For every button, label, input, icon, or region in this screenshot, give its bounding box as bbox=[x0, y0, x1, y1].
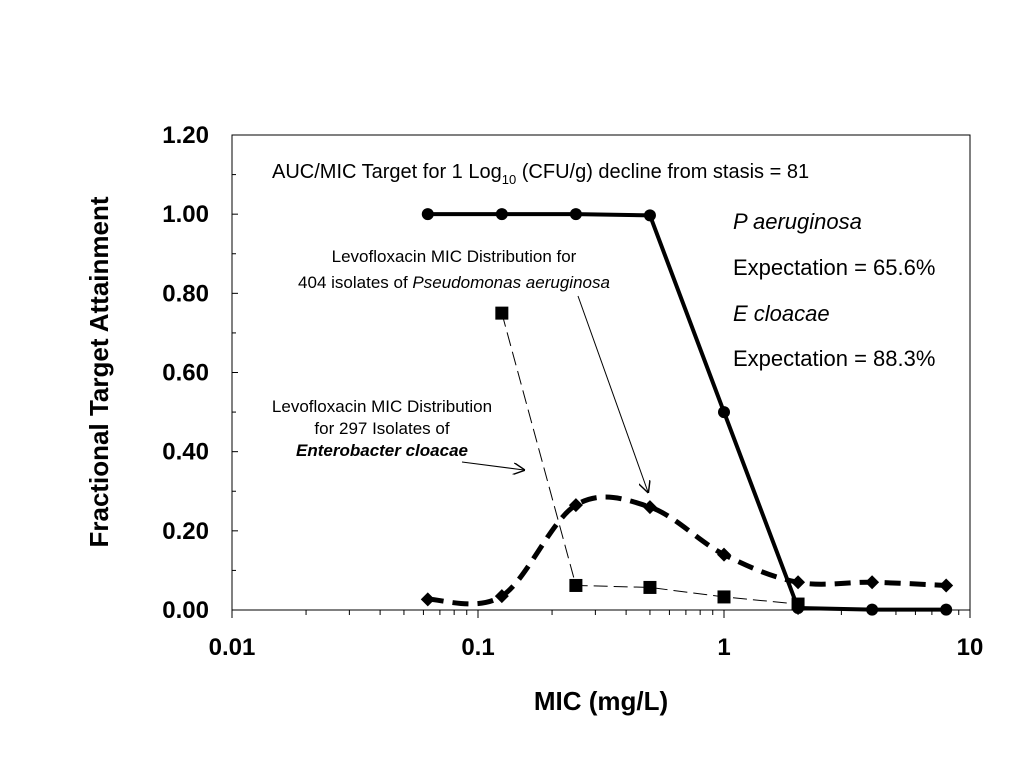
data-point-square bbox=[791, 597, 805, 611]
x-tick-label: 0.1 bbox=[461, 634, 494, 661]
series-line-pseudomonas bbox=[427, 494, 947, 607]
data-point-square bbox=[569, 578, 583, 592]
annotation-enterobacter-arrow bbox=[461, 461, 524, 470]
expectation-ec-value: Expectation = 88.3% bbox=[733, 346, 935, 371]
data-point-square bbox=[495, 306, 509, 320]
annotation-enterobacter-line3: Enterobacter cloacae bbox=[296, 441, 468, 460]
data-point-circle bbox=[866, 603, 879, 616]
y-tick-label: 0.20 bbox=[162, 518, 209, 545]
data-point-diamond bbox=[420, 592, 435, 607]
x-axis: 0.01 0.1 1 10 bbox=[209, 610, 984, 661]
series-enterobacter bbox=[495, 306, 805, 611]
series-pseudomonas bbox=[420, 494, 954, 607]
expectation-pa-value: Expectation = 65.6% bbox=[733, 255, 935, 280]
data-point-circle bbox=[940, 603, 953, 616]
data-point-circle bbox=[421, 208, 434, 221]
x-tick-label: 0.01 bbox=[209, 634, 256, 661]
annotation-enterobacter-line1: Levofloxacin MIC Distribution bbox=[272, 397, 492, 416]
y-tick-label: 0.60 bbox=[162, 360, 209, 387]
series-layer bbox=[420, 208, 954, 616]
expectation-pa-label: P aeruginosa bbox=[733, 209, 862, 234]
y-axis-label: Fractional Target Attainment bbox=[84, 196, 114, 547]
plot-area bbox=[231, 134, 971, 611]
data-point-diamond bbox=[494, 589, 509, 604]
data-point-diamond bbox=[791, 575, 806, 590]
chart-title: AUC/MIC Target for 1 Log10 (CFU/g) decli… bbox=[272, 161, 809, 187]
annotation-pseudomonas-line1: Levofloxacin MIC Distribution for bbox=[332, 247, 577, 266]
data-point-diamond bbox=[865, 575, 880, 590]
data-point-diamond bbox=[642, 500, 657, 515]
data-point-diamond bbox=[939, 578, 954, 593]
data-point-diamond bbox=[568, 498, 583, 513]
annotation-enterobacter-line2: for 297 Isolates of bbox=[314, 419, 449, 438]
chart-title-sub: 10 bbox=[502, 172, 516, 187]
annotation-pseudomonas-line2: 404 isolates of Pseudomonas aeruginosa bbox=[298, 273, 610, 292]
data-point-circle bbox=[569, 208, 582, 221]
y-tick-label: 1.20 bbox=[162, 122, 209, 149]
x-tick-label: 10 bbox=[957, 634, 984, 661]
chart-title-pre: AUC/MIC Target for 1 Log bbox=[272, 161, 502, 183]
y-tick-label: 1.00 bbox=[162, 201, 209, 228]
data-point-circle bbox=[718, 406, 730, 419]
x-tick-label: 1 bbox=[717, 634, 730, 661]
y-tick-label: 0.40 bbox=[162, 439, 209, 466]
series-line-attainment bbox=[427, 212, 947, 612]
data-point-circle bbox=[495, 208, 508, 221]
data-point-circle bbox=[643, 209, 656, 222]
chart-title-post: (CFU/g) decline from stasis = 81 bbox=[516, 161, 809, 183]
y-axis: 0.00 0.20 0.40 0.60 0.80 1.00 1.20 bbox=[162, 122, 238, 624]
expectation-ec-label: E cloacae bbox=[733, 301, 830, 326]
y-tick-label: 0.80 bbox=[162, 280, 209, 307]
data-point-square bbox=[643, 580, 657, 594]
data-point-square bbox=[717, 590, 731, 604]
series-line-enterobacter bbox=[501, 312, 799, 605]
annotation-pseudomonas-arrow bbox=[577, 295, 648, 492]
data-point-diamond bbox=[717, 547, 731, 562]
x-axis-label: MIC (mg/L) bbox=[534, 686, 668, 716]
y-tick-label: 0.00 bbox=[162, 597, 209, 624]
